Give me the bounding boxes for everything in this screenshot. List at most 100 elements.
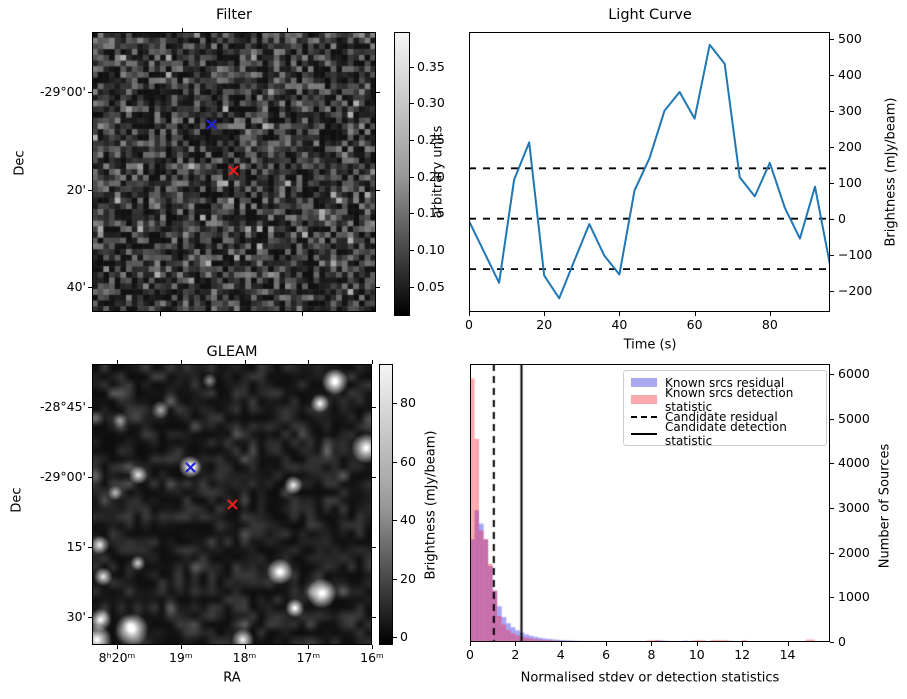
tick-mark	[88, 547, 92, 548]
filter-colorbar-tick-label: 0.10	[417, 241, 445, 257]
tick-mark	[393, 461, 397, 463]
tick-mark	[287, 28, 288, 32]
tick-mark	[160, 312, 161, 316]
filter-colorbar-tick-label: 0.15	[417, 205, 445, 221]
histogram-ytick-label: 3000	[838, 499, 870, 515]
filter-colorbar-tick-label: 0.20	[417, 168, 445, 184]
filter-blue-x-marker	[206, 119, 217, 130]
gleam-xtick-label: 8ʰ20ᵐ	[98, 649, 136, 665]
light-curve-xtick-label: 40	[611, 316, 628, 332]
tick-mark	[376, 287, 380, 288]
tick-mark	[787, 642, 789, 646]
filter-ytick-label: 40'	[66, 278, 86, 294]
tick-mark	[244, 645, 246, 649]
tick-mark	[372, 407, 376, 408]
tick-mark	[830, 110, 834, 112]
gleam-blue-x-marker	[185, 462, 196, 473]
legend-label: Candidate residual	[665, 409, 778, 424]
gleam-xtick-label: 17ᵐ	[296, 649, 321, 665]
histogram-xtick-label: 10	[688, 646, 705, 662]
tick-mark	[393, 578, 397, 580]
tick-mark	[469, 312, 470, 316]
histogram-legend: Known srcs residual Known srcs detection…	[623, 370, 827, 448]
gleam-colorbar	[379, 364, 393, 645]
tick-mark	[470, 642, 471, 646]
tick-mark	[410, 176, 414, 178]
tick-mark	[88, 92, 92, 93]
tick-mark	[830, 74, 834, 76]
gleam-colorbar-tick-label: 80	[400, 395, 416, 411]
light-curve-xtick-label: 60	[686, 316, 703, 332]
light-curve-xlabel: Time (s)	[623, 337, 677, 353]
light-curve-ytick-label: −100	[838, 246, 873, 262]
light-curve-ytick-label: 400	[838, 66, 862, 82]
tick-mark	[830, 508, 834, 510]
filter-ytick-label: -29°00'	[39, 83, 86, 99]
gleam-ytick-label: 30'	[66, 608, 86, 624]
tick-mark	[769, 312, 771, 316]
known-detstat-swatch	[631, 395, 657, 404]
light-curve-ytick-label: 0	[838, 210, 846, 226]
tick-mark	[830, 290, 834, 292]
tick-mark	[830, 218, 834, 220]
filter-colorbar-tick-label: 0.05	[417, 278, 445, 294]
tick-mark	[372, 645, 373, 649]
histogram-ytick-label: 1000	[838, 589, 870, 605]
tick-mark	[560, 642, 562, 646]
tick-mark	[180, 645, 182, 649]
gleam-ytick-label: -28°45'	[39, 398, 86, 414]
tick-mark	[606, 642, 608, 646]
gleam-xlabel: RA	[223, 670, 241, 686]
tick-mark	[619, 312, 621, 316]
light-curve-xtick-label: 0	[465, 316, 473, 332]
light-curve-ytick-label: 100	[838, 174, 862, 190]
filter-title: Filter	[216, 6, 252, 23]
tick-mark	[830, 254, 834, 256]
histogram-ytick-label: 0	[838, 633, 846, 649]
tick-mark	[651, 642, 653, 646]
gleam-xtick-label: 16ᵐ	[360, 649, 384, 665]
light-curve-xtick-label: 80	[761, 316, 778, 332]
gleam-xtick-label: 19ᵐ	[168, 649, 193, 665]
gleam-ytick-label: -29°00'	[39, 468, 86, 484]
tick-mark	[694, 312, 696, 316]
histogram-xtick-label: 8	[647, 646, 656, 662]
histogram-xtick-label: 6	[602, 646, 611, 662]
known-residual-swatch	[631, 378, 657, 387]
tick-mark	[410, 103, 414, 105]
legend-label: Known srcs detection statistic	[665, 385, 794, 414]
light-curve-title: Light Curve	[608, 6, 692, 23]
gleam-colorbar-label: Brightness (mJy/beam)	[423, 430, 439, 580]
histogram-ytick-label: 6000	[838, 365, 870, 381]
tick-mark	[182, 28, 183, 32]
light-curve-ytick-label: 500	[838, 30, 862, 46]
tick-mark	[515, 642, 517, 646]
gleam-ytick-label: 15'	[66, 538, 86, 554]
tick-mark	[830, 182, 834, 184]
gleam-colorbar-tick-label: 0	[400, 629, 408, 645]
gleam-colorbar-tick-label: 60	[400, 453, 416, 469]
histogram-xtick-label: 2	[511, 646, 520, 662]
legend-item-known-detstat: Known srcs detection statistic	[631, 386, 819, 414]
tick-mark	[410, 250, 414, 252]
tick-mark	[88, 287, 92, 288]
gleam-red-x-marker	[227, 499, 238, 510]
legend-item-candidate-detstat: Candidate detection statistic	[631, 420, 819, 448]
tick-mark	[372, 360, 373, 364]
light-curve-xtick-label: 20	[536, 316, 553, 332]
filter-colorbar	[394, 32, 410, 316]
histogram-xlabel: Normalised stdev or detection statistics	[520, 670, 780, 686]
tick-mark	[393, 520, 397, 522]
tick-mark	[393, 637, 397, 639]
histogram-ytick-label: 2000	[838, 544, 870, 560]
tick-mark	[410, 213, 414, 215]
solid-line-sample	[631, 432, 657, 435]
tick-mark	[372, 547, 376, 548]
tick-mark	[117, 645, 118, 649]
legend-item-candidate-residual: Candidate residual	[631, 409, 819, 424]
tick-mark	[696, 642, 698, 646]
tick-mark	[88, 617, 92, 618]
light-curve-line	[469, 43, 830, 300]
histogram-ylabel: Number of Sources	[877, 443, 893, 569]
tick-mark	[830, 146, 834, 148]
